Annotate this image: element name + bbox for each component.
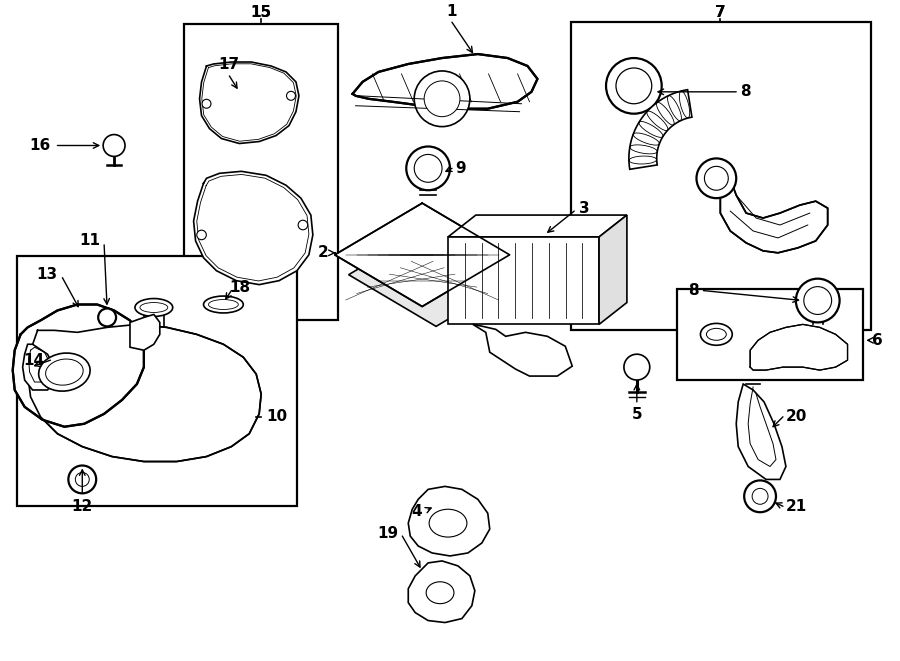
- Circle shape: [76, 473, 89, 486]
- Polygon shape: [409, 561, 475, 623]
- Text: 20: 20: [786, 409, 807, 424]
- Text: 19: 19: [377, 525, 399, 541]
- Ellipse shape: [209, 299, 238, 309]
- Bar: [184, 24, 338, 321]
- Text: 13: 13: [36, 267, 58, 282]
- Text: 5: 5: [632, 407, 643, 422]
- Text: 6: 6: [872, 332, 883, 348]
- Circle shape: [804, 287, 832, 315]
- Circle shape: [104, 135, 125, 157]
- Polygon shape: [448, 237, 599, 325]
- Polygon shape: [200, 62, 299, 143]
- Polygon shape: [599, 215, 627, 325]
- Text: 10: 10: [266, 409, 287, 424]
- Polygon shape: [13, 305, 144, 427]
- Circle shape: [705, 167, 728, 190]
- Text: 7: 7: [715, 5, 725, 20]
- Polygon shape: [629, 90, 692, 169]
- Ellipse shape: [426, 582, 454, 603]
- Text: 15: 15: [250, 5, 272, 20]
- Circle shape: [414, 155, 442, 182]
- Polygon shape: [472, 325, 572, 376]
- Circle shape: [414, 71, 470, 127]
- Ellipse shape: [140, 303, 167, 313]
- Circle shape: [424, 81, 460, 117]
- Text: 8: 8: [688, 283, 698, 298]
- Text: 2: 2: [318, 245, 328, 260]
- Ellipse shape: [39, 353, 90, 391]
- Text: 16: 16: [29, 138, 50, 153]
- Polygon shape: [720, 173, 828, 253]
- Polygon shape: [353, 54, 537, 108]
- Circle shape: [796, 279, 840, 323]
- Ellipse shape: [203, 296, 243, 313]
- Circle shape: [744, 481, 776, 512]
- Polygon shape: [750, 325, 848, 370]
- Text: 15: 15: [250, 5, 272, 20]
- Circle shape: [616, 68, 652, 104]
- Circle shape: [624, 354, 650, 380]
- Text: 8: 8: [740, 85, 751, 99]
- Polygon shape: [736, 384, 786, 479]
- Text: 9: 9: [455, 161, 465, 176]
- Circle shape: [202, 99, 211, 108]
- Text: 7: 7: [715, 5, 725, 20]
- Text: 21: 21: [786, 499, 807, 514]
- Circle shape: [752, 488, 768, 504]
- Polygon shape: [409, 486, 490, 556]
- Text: 11: 11: [79, 233, 100, 249]
- Polygon shape: [22, 344, 54, 390]
- Text: 17: 17: [219, 57, 240, 72]
- Bar: [677, 289, 863, 380]
- Circle shape: [406, 147, 450, 190]
- Text: 12: 12: [72, 499, 93, 514]
- Ellipse shape: [706, 329, 726, 340]
- Circle shape: [68, 465, 96, 493]
- Circle shape: [697, 159, 736, 198]
- Text: 14: 14: [23, 353, 44, 368]
- Polygon shape: [28, 325, 261, 461]
- Text: 1: 1: [446, 4, 457, 19]
- Text: 4: 4: [411, 504, 422, 519]
- Circle shape: [98, 309, 116, 327]
- Polygon shape: [448, 215, 627, 237]
- Ellipse shape: [700, 323, 733, 345]
- Ellipse shape: [429, 509, 467, 537]
- Polygon shape: [348, 223, 524, 327]
- Polygon shape: [130, 315, 160, 350]
- Ellipse shape: [135, 299, 173, 317]
- Text: 18: 18: [230, 280, 250, 295]
- Polygon shape: [335, 203, 509, 307]
- Circle shape: [298, 220, 308, 230]
- Circle shape: [606, 58, 662, 114]
- Text: 3: 3: [580, 200, 590, 215]
- Ellipse shape: [46, 359, 83, 385]
- Bar: [572, 22, 871, 330]
- Circle shape: [286, 91, 295, 100]
- Bar: [17, 256, 297, 506]
- Polygon shape: [194, 171, 313, 285]
- Circle shape: [197, 230, 206, 240]
